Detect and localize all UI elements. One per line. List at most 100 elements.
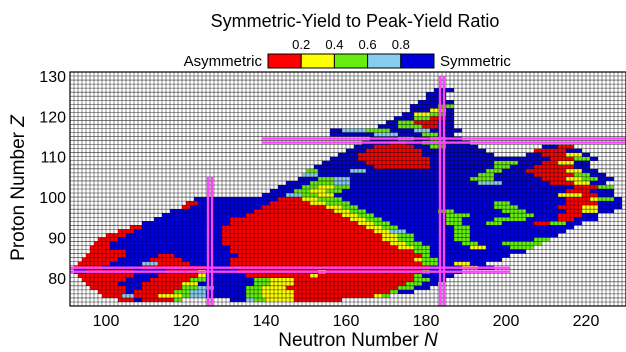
heatmap-cell xyxy=(390,261,394,266)
heatmap-cell xyxy=(334,249,338,254)
heatmap-cell xyxy=(418,253,422,258)
heatmap-cell xyxy=(390,184,394,189)
heatmap-cell xyxy=(566,197,570,202)
heatmap-cell xyxy=(370,197,374,202)
heatmap-cell xyxy=(450,144,454,149)
heatmap-cell xyxy=(514,245,518,250)
heatmap-cell xyxy=(166,261,170,266)
heatmap-cell xyxy=(514,176,518,181)
heatmap-cell xyxy=(354,213,358,218)
heatmap-cell xyxy=(114,257,118,262)
heatmap-cell xyxy=(366,285,370,290)
heatmap-cell xyxy=(374,180,378,185)
heatmap-cell xyxy=(530,172,534,177)
heatmap-cell xyxy=(454,160,458,165)
heatmap-cell xyxy=(406,116,410,121)
heatmap-cell xyxy=(542,217,546,222)
heatmap-cell xyxy=(470,237,474,242)
heatmap-cell xyxy=(602,197,606,202)
heatmap-cell xyxy=(362,197,366,202)
heatmap-cell xyxy=(462,201,466,206)
heatmap-cell xyxy=(498,245,502,250)
heatmap-cell xyxy=(454,233,458,238)
heatmap-cell xyxy=(318,277,322,282)
heatmap-cell xyxy=(90,261,94,266)
heatmap-cell xyxy=(458,241,462,246)
heatmap-cell xyxy=(270,217,274,222)
heatmap-cell xyxy=(422,225,426,230)
heatmap-cell xyxy=(314,257,318,262)
heatmap-cell xyxy=(410,193,414,198)
heatmap-cell xyxy=(502,156,506,161)
heatmap-cell xyxy=(222,197,226,202)
heatmap-cell xyxy=(426,221,430,226)
heatmap-cell xyxy=(402,124,406,129)
heatmap-cell xyxy=(142,221,146,226)
heatmap-cell xyxy=(122,245,126,250)
heatmap-cell xyxy=(314,245,318,250)
heatmap-cell xyxy=(426,132,430,137)
heatmap-cell xyxy=(298,257,302,262)
heatmap-cell xyxy=(562,213,566,218)
heatmap-cell xyxy=(386,172,390,177)
heatmap-cell xyxy=(322,160,326,165)
heatmap-cell xyxy=(142,253,146,258)
heatmap-cell xyxy=(470,201,474,206)
heatmap-cell xyxy=(470,249,474,254)
heatmap-cell xyxy=(414,257,418,262)
heatmap-cell xyxy=(558,152,562,157)
heatmap-cell xyxy=(478,245,482,250)
heatmap-cell xyxy=(450,201,454,206)
heatmap-cell xyxy=(562,217,566,222)
heatmap-cell xyxy=(406,289,410,294)
heatmap-cell xyxy=(506,249,510,254)
heatmap-cell xyxy=(466,205,470,210)
heatmap-cell xyxy=(202,289,206,294)
heatmap-cell xyxy=(394,156,398,161)
heatmap-cell xyxy=(394,124,398,129)
heatmap-cell xyxy=(326,221,330,226)
heatmap-cell xyxy=(294,209,298,214)
heatmap-cell xyxy=(478,152,482,157)
heatmap-cell xyxy=(514,209,518,214)
heatmap-cell xyxy=(250,237,254,242)
heatmap-cell xyxy=(486,249,490,254)
heatmap-cell xyxy=(466,221,470,226)
heatmap-cell xyxy=(298,245,302,250)
heatmap-cell xyxy=(434,168,438,173)
heatmap-cell xyxy=(466,180,470,185)
heatmap-cell xyxy=(186,225,190,230)
heatmap-cell xyxy=(534,172,538,177)
heatmap-cell xyxy=(298,281,302,286)
heatmap-cell xyxy=(246,289,250,294)
heatmap-cell xyxy=(382,189,386,194)
heatmap-cell xyxy=(530,160,534,165)
heatmap-cell xyxy=(202,277,206,282)
heatmap-cell xyxy=(458,249,462,254)
y-tick-label: 80 xyxy=(48,271,66,288)
heatmap-cell xyxy=(198,225,202,230)
heatmap-cell xyxy=(490,184,494,189)
heatmap-cell xyxy=(166,257,170,262)
heatmap-cell xyxy=(558,180,562,185)
heatmap-cell xyxy=(214,277,218,282)
heatmap-cell xyxy=(554,229,558,234)
heatmap-cell xyxy=(350,237,354,242)
x-tick-labels: 100 120 140 160 180 200 220 xyxy=(93,313,600,330)
heatmap-cell xyxy=(454,257,458,262)
heatmap-cell xyxy=(182,293,186,298)
heatmap-cell xyxy=(606,209,610,214)
heatmap-cell xyxy=(226,209,230,214)
heatmap-cell xyxy=(314,285,318,290)
heatmap-cell xyxy=(294,225,298,230)
heatmap-cell xyxy=(482,164,486,169)
heatmap-cell xyxy=(250,221,254,226)
heatmap-cell xyxy=(586,201,590,206)
heatmap-cell xyxy=(322,193,326,198)
heatmap-cell xyxy=(246,225,250,230)
heatmap-cell xyxy=(190,221,194,226)
heatmap-cell xyxy=(330,197,334,202)
heatmap-cell xyxy=(586,180,590,185)
heatmap-cell xyxy=(218,221,222,226)
heatmap-cell xyxy=(422,189,426,194)
